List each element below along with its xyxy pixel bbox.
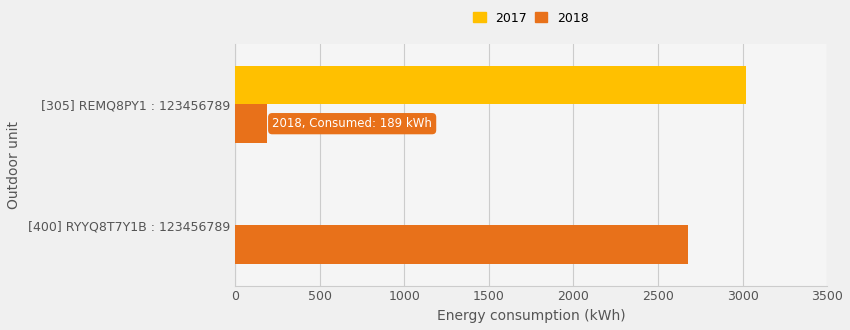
X-axis label: Energy consumption (kWh): Energy consumption (kWh) — [437, 309, 626, 323]
Bar — [235, 225, 688, 264]
Legend: 2017, 2018: 2017, 2018 — [471, 9, 592, 27]
Bar — [235, 66, 746, 104]
Bar — [235, 104, 267, 143]
Text: 2018, Consumed: 189 kWh: 2018, Consumed: 189 kWh — [272, 117, 432, 130]
Y-axis label: Outdoor unit: Outdoor unit — [7, 121, 21, 209]
